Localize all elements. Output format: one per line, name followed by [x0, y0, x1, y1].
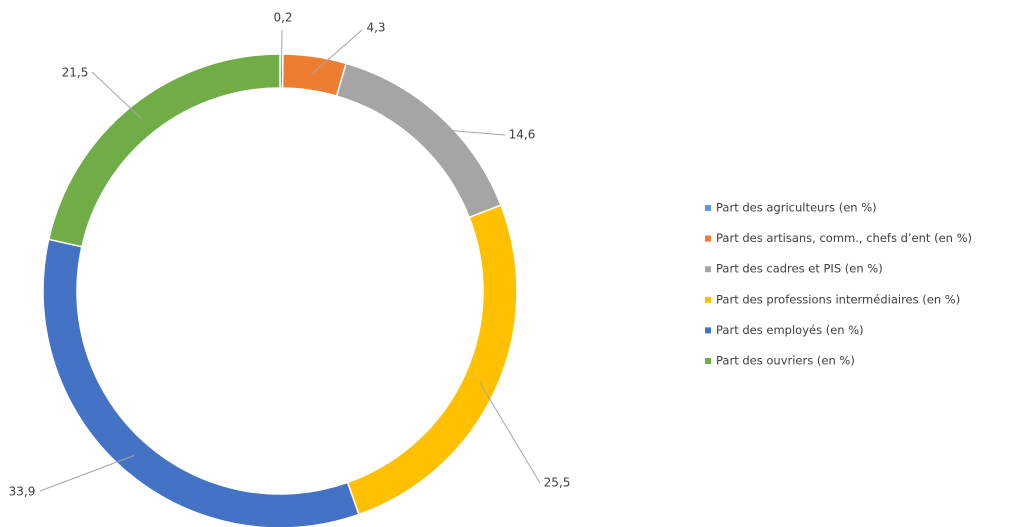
legend-swatch — [705, 296, 711, 303]
leader-line — [91, 71, 143, 120]
donut-segment — [47, 53, 281, 248]
legend: Part des agriculteurs (en %) Part des art… — [705, 201, 972, 368]
leader-line — [479, 382, 541, 484]
legend-label: Part des agriculteurs (en %) — [716, 201, 877, 215]
data-label: 14,6 — [509, 128, 536, 142]
leader-line — [428, 128, 506, 136]
donut-segment — [346, 204, 518, 516]
donut-segment — [42, 238, 360, 527]
legend-label: Part des professions intermédiaires (en … — [716, 292, 960, 306]
data-label: 4,3 — [366, 21, 385, 35]
donut-segment — [281, 53, 348, 97]
leader-line — [312, 29, 363, 74]
legend-label: Part des artisans, comm., chefs d’ent (e… — [716, 231, 972, 245]
legend-swatch — [705, 358, 711, 364]
legend-label: Part des cadres et PIS (en %) — [716, 262, 883, 276]
legend-label: Part des employés (en %) — [716, 323, 864, 337]
donut-segment — [335, 62, 502, 219]
leader-line — [280, 29, 283, 72]
data-label: 0,2 — [273, 11, 292, 25]
data-label: 25,5 — [544, 476, 571, 490]
legend-swatch — [705, 235, 711, 242]
legend-swatch — [705, 266, 711, 273]
legend-swatch — [705, 205, 711, 211]
leader-line — [39, 455, 135, 492]
legend-swatch — [705, 327, 711, 334]
data-label: 33,9 — [9, 485, 36, 499]
data-label: 21,5 — [62, 66, 89, 80]
legend-label: Part des ouvriers (en %) — [716, 354, 855, 368]
